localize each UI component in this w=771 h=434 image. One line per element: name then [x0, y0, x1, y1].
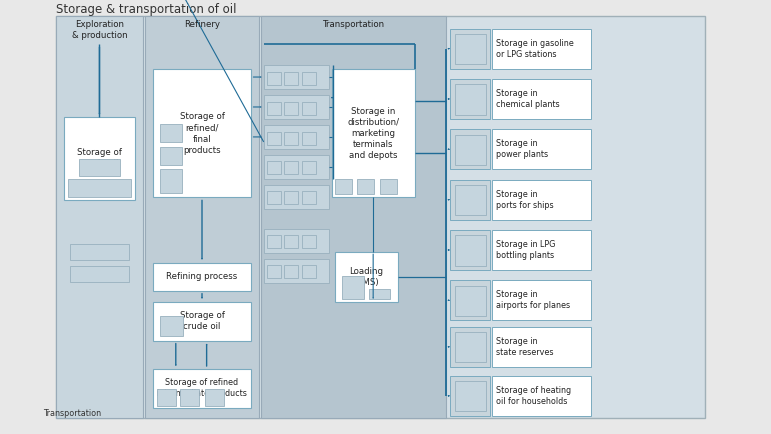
- Text: Storage in gasoline
or LPG stations: Storage in gasoline or LPG stations: [496, 39, 574, 59]
- Bar: [455, 332, 486, 362]
- Bar: [267, 265, 281, 278]
- Bar: [302, 235, 316, 248]
- Text: Transportation: Transportation: [323, 20, 385, 30]
- Bar: [180, 389, 199, 406]
- Bar: [153, 369, 251, 408]
- Bar: [160, 124, 182, 142]
- Bar: [145, 16, 259, 418]
- Bar: [267, 161, 281, 174]
- Bar: [261, 16, 446, 418]
- Text: Storage of
crude oil: Storage of crude oil: [180, 311, 224, 331]
- Bar: [56, 16, 143, 418]
- Text: Storage of refined
intermediate products: Storage of refined intermediate products: [157, 378, 247, 398]
- Bar: [369, 289, 390, 299]
- Bar: [450, 180, 490, 220]
- Bar: [302, 132, 316, 145]
- Bar: [450, 327, 490, 367]
- Bar: [160, 147, 182, 165]
- Bar: [342, 276, 364, 299]
- Bar: [157, 389, 176, 406]
- Bar: [450, 376, 490, 416]
- Bar: [335, 252, 398, 302]
- Text: Storage of
crude oil: Storage of crude oil: [77, 148, 122, 168]
- Bar: [153, 69, 251, 197]
- Bar: [455, 34, 486, 64]
- Bar: [380, 179, 397, 194]
- Bar: [264, 125, 329, 149]
- Bar: [357, 179, 374, 194]
- Bar: [205, 389, 224, 406]
- Text: Refining process: Refining process: [167, 272, 237, 281]
- Text: Storage in
ports for ships: Storage in ports for ships: [496, 190, 554, 210]
- Text: Storage in LPG
bottling plants: Storage in LPG bottling plants: [496, 240, 555, 260]
- Bar: [492, 376, 591, 416]
- Bar: [455, 84, 486, 115]
- Bar: [264, 259, 329, 283]
- Bar: [284, 191, 298, 204]
- Bar: [455, 381, 486, 411]
- Bar: [68, 179, 131, 197]
- Bar: [302, 161, 316, 174]
- Bar: [492, 79, 591, 119]
- Bar: [267, 72, 281, 85]
- Bar: [264, 95, 329, 119]
- Bar: [267, 132, 281, 145]
- Bar: [492, 29, 591, 69]
- Text: Loading
(FMS): Loading (FMS): [349, 266, 383, 287]
- Bar: [267, 235, 281, 248]
- Bar: [264, 65, 329, 89]
- Bar: [450, 79, 490, 119]
- Bar: [153, 263, 251, 291]
- Bar: [455, 286, 486, 316]
- Bar: [64, 117, 135, 200]
- Bar: [455, 235, 486, 266]
- Bar: [492, 180, 591, 220]
- Bar: [302, 72, 316, 85]
- Bar: [79, 159, 120, 176]
- Bar: [284, 132, 298, 145]
- Bar: [302, 191, 316, 204]
- Text: Storage in
airports for planes: Storage in airports for planes: [496, 290, 570, 310]
- Bar: [284, 161, 298, 174]
- Bar: [450, 29, 490, 69]
- Text: Transportation: Transportation: [42, 409, 101, 418]
- Bar: [450, 129, 490, 169]
- Bar: [264, 185, 329, 209]
- Text: Exploration
& production: Exploration & production: [72, 20, 127, 40]
- Bar: [492, 327, 591, 367]
- Bar: [160, 169, 182, 193]
- Bar: [284, 265, 298, 278]
- Bar: [455, 185, 486, 215]
- Text: Refinery: Refinery: [184, 20, 220, 30]
- Bar: [302, 265, 316, 278]
- Text: Storage of heating
oil for households: Storage of heating oil for households: [496, 386, 571, 406]
- Bar: [492, 230, 591, 270]
- Bar: [70, 244, 129, 260]
- Bar: [284, 72, 298, 85]
- Text: Storage & transportation of oil: Storage & transportation of oil: [56, 3, 237, 16]
- Bar: [284, 102, 298, 115]
- Bar: [455, 135, 486, 165]
- Bar: [264, 229, 329, 253]
- Bar: [56, 16, 705, 418]
- Bar: [267, 191, 281, 204]
- Bar: [335, 179, 352, 194]
- Bar: [70, 266, 129, 282]
- Bar: [332, 69, 415, 197]
- Text: Storage in
state reserves: Storage in state reserves: [496, 337, 554, 357]
- Bar: [450, 230, 490, 270]
- Bar: [492, 280, 591, 320]
- Text: Storage in
distribution/
marketing
terminals
and depots: Storage in distribution/ marketing termi…: [347, 107, 399, 160]
- Text: Storage of
refined/
final
products: Storage of refined/ final products: [180, 112, 224, 155]
- Bar: [160, 316, 183, 336]
- Bar: [450, 280, 490, 320]
- Text: Storage in
chemical plants: Storage in chemical plants: [496, 89, 560, 109]
- Bar: [153, 302, 251, 341]
- Bar: [492, 129, 591, 169]
- Bar: [284, 235, 298, 248]
- Text: Storage in
power plants: Storage in power plants: [496, 139, 548, 159]
- Bar: [264, 155, 329, 179]
- Bar: [267, 102, 281, 115]
- Bar: [302, 102, 316, 115]
